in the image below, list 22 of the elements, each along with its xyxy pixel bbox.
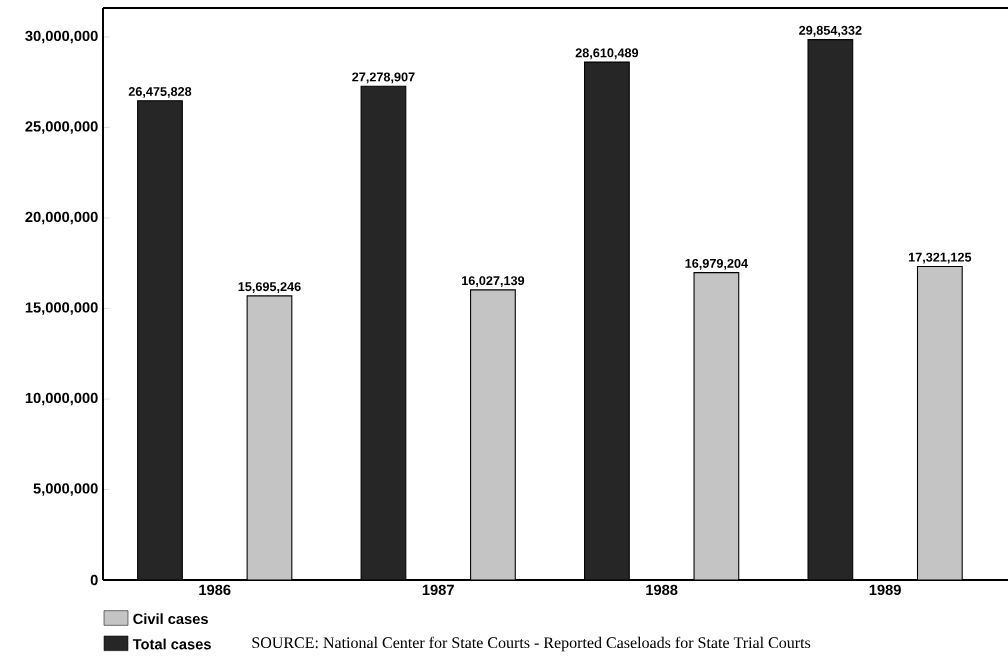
data-label: 28,610,489 — [575, 48, 639, 60]
x-tick-label: 1987 — [422, 584, 454, 596]
data-label: 16,979,204 — [685, 258, 749, 270]
data-label: 29,854,332 — [799, 25, 862, 37]
x-tick-label: 1989 — [869, 584, 901, 596]
source-note: SOURCE: National Center for State Courts - Reported Caseloads for State Trial Courts — [252, 636, 811, 652]
legend-label: Total cases — [132, 638, 211, 650]
y-tick-label: 0 — [90, 574, 98, 586]
x-tick-label: 1986 — [199, 584, 231, 596]
data-label: 26,475,828 — [128, 87, 192, 98]
y-tick-label: 10,000,000 — [25, 392, 98, 406]
y-tick-label: 25,000,000 — [25, 121, 98, 134]
x-tick-label: 1988 — [646, 584, 678, 596]
y-tick-label: 30,000,000 — [25, 30, 98, 44]
y-tick-label: 15,000,000 — [25, 302, 98, 315]
data-label: 15,695,246 — [238, 282, 301, 293]
y-tick-label: 20,000,000 — [25, 211, 98, 225]
data-label: 17,321,125 — [908, 252, 972, 264]
legend-label: Civil cases — [133, 613, 208, 625]
y-tick-label: 5,000,000 — [33, 483, 98, 496]
data-label: 16,027,139 — [462, 276, 525, 287]
data-label: 27,278,907 — [352, 72, 415, 84]
